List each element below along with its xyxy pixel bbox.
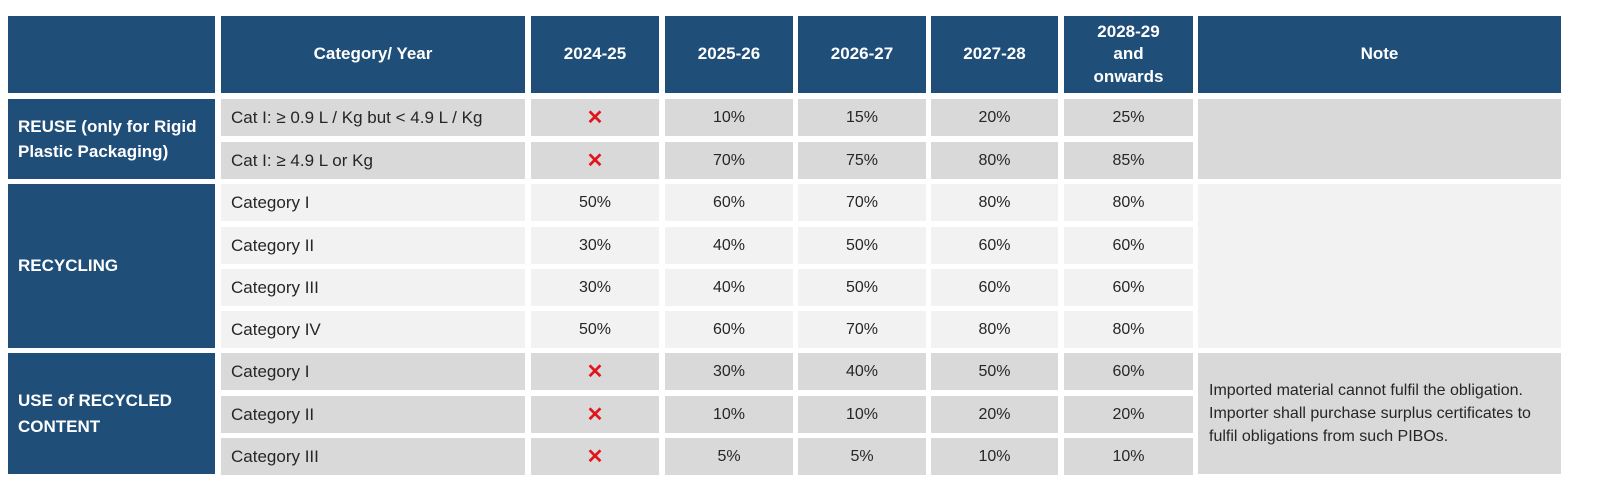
cell-value: 60% bbox=[931, 227, 1058, 264]
header-category-year: Category/ Year bbox=[221, 16, 525, 93]
header-year-2026-27: 2026-27 bbox=[798, 16, 926, 93]
cell-value: 50% bbox=[531, 311, 659, 348]
cell-value: 10% bbox=[798, 396, 926, 433]
cell-value: 40% bbox=[665, 227, 793, 264]
cell-value: 30% bbox=[531, 269, 659, 306]
header-corner bbox=[8, 16, 215, 93]
row-category: Cat I: ≥ 0.9 L / Kg but < 4.9 L / Kg bbox=[221, 99, 525, 136]
cell-value: 50% bbox=[531, 184, 659, 221]
cell-value: 10% bbox=[931, 438, 1058, 475]
row-category: Category IV bbox=[221, 311, 525, 348]
cell-value: 85% bbox=[1064, 142, 1193, 179]
cell-value: 80% bbox=[1064, 184, 1193, 221]
cell-value: 40% bbox=[665, 269, 793, 306]
cell-value: 80% bbox=[1064, 311, 1193, 348]
cell-not-applicable: ✕ bbox=[531, 99, 659, 136]
group-label-recycled-content: USE of RECYCLED CONTENT bbox=[8, 353, 215, 474]
cell-value: 30% bbox=[531, 227, 659, 264]
cell-value: 10% bbox=[665, 396, 793, 433]
cell-value: 75% bbox=[798, 142, 926, 179]
header-year-2024-25: 2024-25 bbox=[531, 16, 659, 93]
cell-value: 15% bbox=[798, 99, 926, 136]
cell-value: 5% bbox=[798, 438, 926, 475]
cell-value: 80% bbox=[931, 184, 1058, 221]
note-reuse bbox=[1198, 99, 1561, 179]
note-recycled-content: Imported material cannot fulfil the obli… bbox=[1198, 353, 1561, 474]
cell-value: 60% bbox=[1064, 227, 1193, 264]
cell-value: 60% bbox=[665, 184, 793, 221]
cell-value: 70% bbox=[665, 142, 793, 179]
header-year-2027-28: 2027-28 bbox=[931, 16, 1058, 93]
cell-not-applicable: ✕ bbox=[531, 142, 659, 179]
row-category: Category I bbox=[221, 353, 525, 390]
cell-value: 70% bbox=[798, 184, 926, 221]
cell-value: 60% bbox=[665, 311, 793, 348]
cell-value: 10% bbox=[665, 99, 793, 136]
group-label-reuse: REUSE (only for Rigid Plastic Packaging) bbox=[8, 99, 215, 179]
cell-value: 20% bbox=[931, 99, 1058, 136]
cell-value: 20% bbox=[1064, 396, 1193, 433]
cell-value: 60% bbox=[931, 269, 1058, 306]
note-recycling bbox=[1198, 184, 1561, 348]
cell-value: 50% bbox=[931, 353, 1058, 390]
cell-not-applicable: ✕ bbox=[531, 396, 659, 433]
row-category: Category I bbox=[221, 184, 525, 221]
row-category: Category II bbox=[221, 396, 525, 433]
header-note: Note bbox=[1198, 16, 1561, 93]
cell-value: 60% bbox=[1064, 269, 1193, 306]
cell-value: 20% bbox=[931, 396, 1058, 433]
group-label-recycling: RECYCLING bbox=[8, 184, 215, 348]
cell-value: 50% bbox=[798, 227, 926, 264]
cell-value: 80% bbox=[931, 142, 1058, 179]
row-category: Cat I: ≥ 4.9 L or Kg bbox=[221, 142, 525, 179]
row-category: Category II bbox=[221, 227, 525, 264]
cell-value: 80% bbox=[931, 311, 1058, 348]
header-year-2025-26: 2025-26 bbox=[665, 16, 793, 93]
header-year-2028-29-onwards: 2028-29 and onwards bbox=[1064, 16, 1193, 93]
cell-not-applicable: ✕ bbox=[531, 353, 659, 390]
cell-value: 30% bbox=[665, 353, 793, 390]
cell-value: 70% bbox=[798, 311, 926, 348]
cell-value: 25% bbox=[1064, 99, 1193, 136]
cell-value: 50% bbox=[798, 269, 926, 306]
cell-value: 40% bbox=[798, 353, 926, 390]
cell-not-applicable: ✕ bbox=[531, 438, 659, 475]
cell-value: 5% bbox=[665, 438, 793, 475]
cell-value: 10% bbox=[1064, 438, 1193, 475]
cell-value: 60% bbox=[1064, 353, 1193, 390]
row-category: Category III bbox=[221, 269, 525, 306]
row-category: Category III bbox=[221, 438, 525, 475]
